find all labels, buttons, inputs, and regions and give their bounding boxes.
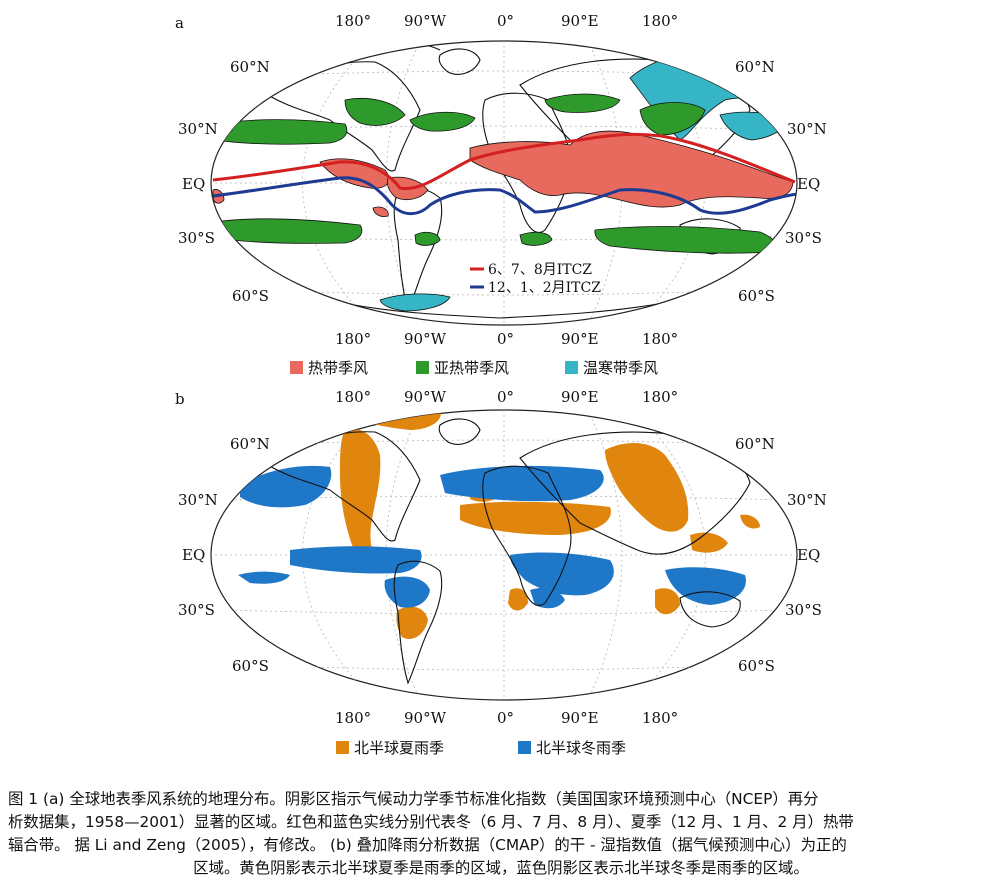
- legend-item-subtropical: 亚热带季风: [416, 357, 509, 378]
- legend-swatch: [336, 741, 349, 754]
- lon-label-bottom: 90°W: [404, 709, 447, 727]
- lon-label-bottom: 180°: [642, 709, 679, 727]
- legend-item-temperate: 温寒带季风: [565, 357, 658, 378]
- lat-label-left: 60°N: [230, 58, 270, 76]
- caption-line: 区域。黄色阴影表示北半球夏季是雨季的区域，蓝色阴影区表示北半球冬季是雨季的区域。: [193, 859, 809, 877]
- legend-item-nh-summer: 北半球夏雨季: [336, 737, 444, 758]
- lat-label-right: 60°N: [735, 435, 775, 453]
- lat-label-left: 60°S: [232, 657, 269, 675]
- lon-label-bottom: 180°: [335, 709, 372, 727]
- figure-caption: 图 1 (a) 全球地表季风系统的地理分布。阴影区指示气候动力学季节标准化指数（…: [8, 788, 994, 880]
- tropical-monsoon-shading: [212, 130, 794, 217]
- legend-label: 北半球夏雨季: [354, 739, 445, 757]
- lon-label-bottom: 180°: [642, 330, 679, 348]
- lon-label-top: 90°E: [561, 388, 599, 406]
- itcz-djf-line: [212, 176, 797, 216]
- lon-label-bottom: 0°: [497, 709, 515, 727]
- lon-label-top: 180°: [642, 388, 679, 406]
- lat-label-left: EQ: [182, 175, 206, 193]
- legend-swatch: [565, 361, 578, 374]
- lon-label-top: 0°: [497, 12, 515, 30]
- lat-label-left: 30°N: [178, 491, 218, 509]
- legend-swatch: [290, 361, 303, 374]
- lat-label-right: 60°S: [738, 657, 775, 675]
- map-b: [210, 409, 798, 701]
- legend-label: 热带季风: [308, 359, 369, 377]
- lat-label-right: EQ: [797, 175, 821, 193]
- panel-b: b 180° 90°W 0° 90°E 180° 180° 90°W 0° 90…: [0, 385, 1002, 770]
- lat-label-right: 60°N: [735, 58, 775, 76]
- legend-swatch: [416, 361, 429, 374]
- lon-label-top: 90°W: [404, 12, 447, 30]
- lat-label-right: 60°S: [738, 287, 775, 305]
- lat-label-left: EQ: [182, 546, 206, 564]
- lon-label-top: 180°: [335, 388, 372, 406]
- lon-label-top: 0°: [497, 388, 515, 406]
- caption-line: 图 1 (a) 全球地表季风系统的地理分布。阴影区指示气候动力学季节标准化指数（…: [8, 790, 819, 808]
- lon-label-bottom: 0°: [497, 330, 515, 348]
- lat-label-right: EQ: [797, 546, 821, 564]
- lat-label-right: 30°N: [787, 120, 827, 138]
- panel-a: a 180° 90°W 0° 90°E 180° 180° 90°W 0° 90…: [0, 0, 1002, 390]
- lon-label-bottom: 90°W: [404, 330, 447, 348]
- legend-label: 北半球冬雨季: [536, 739, 627, 757]
- legend-label: 温寒带季风: [583, 359, 659, 377]
- legend-label: 亚热带季风: [434, 359, 510, 377]
- panel-b-letter: b: [175, 390, 185, 408]
- lon-label-top: 180°: [335, 12, 372, 30]
- graticule-b: [215, 410, 793, 700]
- legend-item-nh-winter: 北半球冬雨季: [518, 737, 626, 758]
- coastlines-b: [267, 418, 751, 685]
- lat-label-left: 30°S: [178, 601, 215, 619]
- legend-swatch: [518, 741, 531, 754]
- lon-label-bottom: 90°E: [561, 709, 599, 727]
- lon-label-top: 180°: [642, 12, 679, 30]
- lon-label-top: 90°W: [404, 388, 447, 406]
- lon-label-bottom: 180°: [335, 330, 372, 348]
- lat-label-left: 30°S: [178, 229, 215, 247]
- lat-label-left: 60°S: [232, 287, 269, 305]
- lat-label-left: 60°N: [230, 435, 270, 453]
- caption-line: 析数据集，1958—2001）显著的区域。红色和蓝色实线分别代表冬（6 月、7 …: [8, 813, 854, 831]
- legend-item-tropical: 热带季风: [290, 357, 368, 378]
- lon-label-top: 90°E: [561, 12, 599, 30]
- legend-jja-label: 6、7、8月ITCZ: [488, 262, 592, 278]
- lat-label-right: 30°N: [787, 491, 827, 509]
- legend-djf-label: 12、1、2月ITCZ: [488, 280, 601, 296]
- subtropical-monsoon-shading: [214, 93, 776, 254]
- lon-label-bottom: 90°E: [561, 330, 599, 348]
- itcz-jja-line: [212, 132, 796, 191]
- lat-label-right: 30°S: [785, 229, 822, 247]
- lat-label-left: 30°N: [178, 120, 218, 138]
- map-a: 6、7、8月ITCZ 12、1、2月ITCZ: [210, 40, 798, 326]
- lat-label-right: 30°S: [785, 601, 822, 619]
- caption-line: 辐合带。 据 Li and Zeng（2005），有修改。 (b) 叠加降雨分析…: [8, 836, 847, 854]
- panel-a-letter: a: [175, 14, 184, 32]
